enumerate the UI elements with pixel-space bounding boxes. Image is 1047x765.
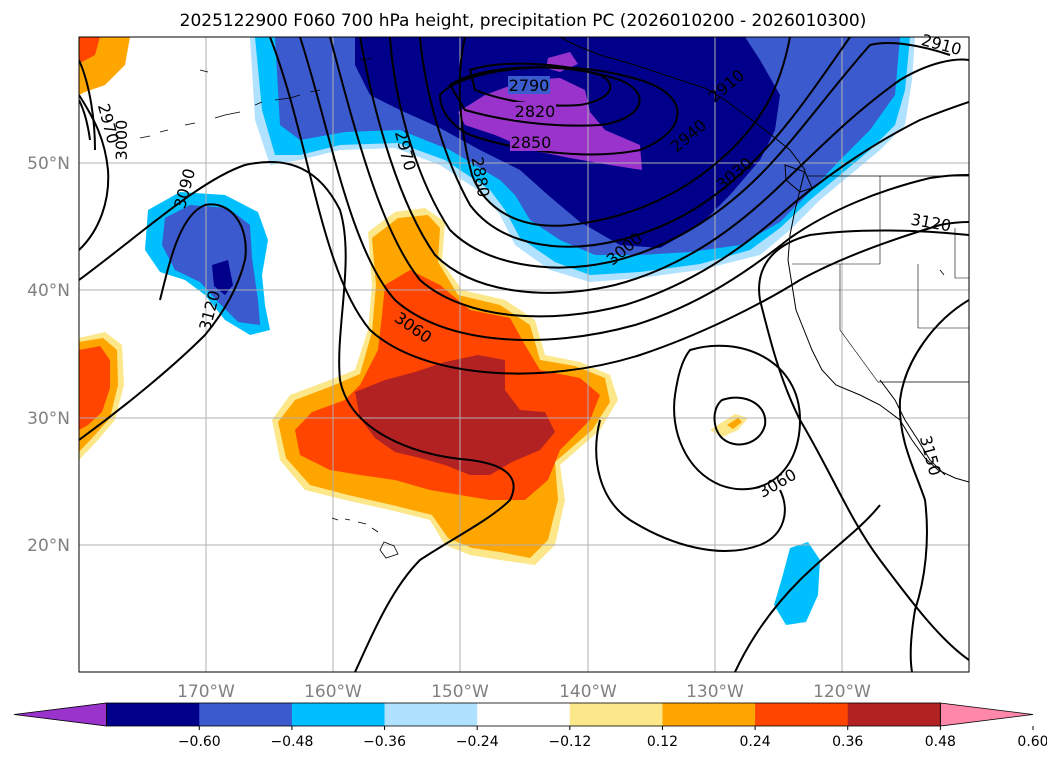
map-panel: 2790 2820 2850 2880 2910 2910 2940 2970 … (78, 30, 970, 673)
contour-2940 (389, 37, 951, 269)
precip-pos-nw-red (79, 37, 100, 62)
map-frame (78, 36, 970, 673)
contour-2880 (458, 37, 791, 227)
lat-label-20n: 20°N (27, 536, 70, 556)
colorbar-segment (755, 703, 849, 726)
contour-label-3000-b: 3000 (112, 120, 131, 161)
coastlines (139, 37, 969, 559)
contour-3090 (79, 161, 515, 672)
colorbar-segment (384, 703, 478, 726)
colorbar-tick-label: −0.36 (363, 734, 406, 750)
contour-label-2850: 2850 (511, 133, 552, 152)
border-states (792, 176, 969, 383)
colorbar-segment (477, 703, 571, 726)
colorbar-extend-high (939, 702, 1034, 727)
precip-pos-west-red (79, 346, 110, 430)
lat-label-50n: 50°N (27, 154, 70, 174)
contour-2970-west (79, 99, 91, 141)
contour-3030 (299, 37, 969, 341)
lon-label-160w: 160°W (304, 682, 362, 702)
colorbar-segment (847, 703, 941, 726)
contour-3150 (898, 299, 969, 672)
colorbar: −0.60 −0.48 −0.36 −0.24 −0.12 0.12 0.24 0.36 0.4… (13, 702, 1047, 750)
longitude-labels: 170°W 160°W 150°W 140°W 130°W 120°W (177, 682, 871, 702)
lat-label-40n: 40°N (27, 281, 70, 301)
gridlines (79, 37, 969, 672)
latitude-labels: 50°N 40°N 30°N 20°N (27, 154, 70, 556)
contour-3000 (329, 37, 969, 318)
contour-3120-east (758, 229, 969, 661)
coastline-vancouver-island (784, 164, 813, 193)
colorbar-segment (569, 703, 663, 726)
label-bg-2850 (510, 133, 552, 151)
label-bg-2790 (508, 76, 550, 94)
coastline-aleutians (139, 89, 321, 139)
coastline-hawaii (331, 517, 399, 559)
colorbar-tick-label: −0.60 (178, 734, 221, 750)
map-title: 2025122900 F060 700 hPa height, precipit… (180, 11, 867, 31)
lat-label-30n: 30°N (27, 409, 70, 429)
colorbar-tick-label: 0.60 (1017, 734, 1047, 750)
contour-3060-inner (713, 396, 767, 446)
coastline-baja (879, 379, 946, 476)
contour-label-2820: 2820 (515, 102, 556, 121)
contour-3090-south (734, 504, 881, 672)
lon-label-120w: 120°W (813, 682, 871, 702)
contour-3060 (269, 37, 969, 375)
precip-pos-small-blob-inner (727, 418, 742, 429)
contour-3120-west (79, 203, 247, 441)
colorbar-tick-label: −0.24 (456, 734, 499, 750)
precip-neg-dark-b (212, 260, 233, 295)
contour-2970 (359, 37, 969, 294)
lon-label-150w: 150°W (431, 682, 489, 702)
height-contours (79, 37, 969, 672)
colorbar-extend-low (13, 702, 108, 727)
contour-label-2790: 2790 (509, 76, 550, 95)
lon-label-170w: 170°W (177, 682, 235, 702)
colorbar-tick-label: −0.48 (270, 734, 313, 750)
colorbar-tick-label: 0.36 (832, 734, 863, 750)
colorbar-segment (291, 703, 386, 726)
coastline-north-america (559, 37, 969, 483)
colorbar-segment (199, 703, 293, 726)
colorbar-segment (106, 703, 200, 726)
contour-3000-west (79, 59, 96, 151)
colorbar-segment (662, 703, 756, 726)
contour-2790 (468, 62, 612, 107)
label-bg-2820 (514, 102, 556, 120)
contour-3090-west (79, 94, 110, 251)
contour-2910 (419, 37, 851, 248)
contour-3060-south (595, 419, 786, 552)
lon-label-140w: 140°W (559, 682, 617, 702)
contour-2850 (438, 66, 679, 156)
coastline-islands-west (199, 57, 945, 276)
contour-3060-ring (673, 344, 802, 491)
colorbar-tick-label: 0.48 (925, 734, 956, 750)
colorbar-tick-label: 0.12 (647, 734, 678, 750)
colorbar-frame (106, 702, 941, 727)
colorbar-tick-label: 0.24 (740, 734, 771, 750)
lon-label-130w: 130°W (686, 682, 744, 702)
colorbar-tick-label: −0.12 (548, 734, 591, 750)
precip-neg-medium-b (162, 205, 260, 325)
